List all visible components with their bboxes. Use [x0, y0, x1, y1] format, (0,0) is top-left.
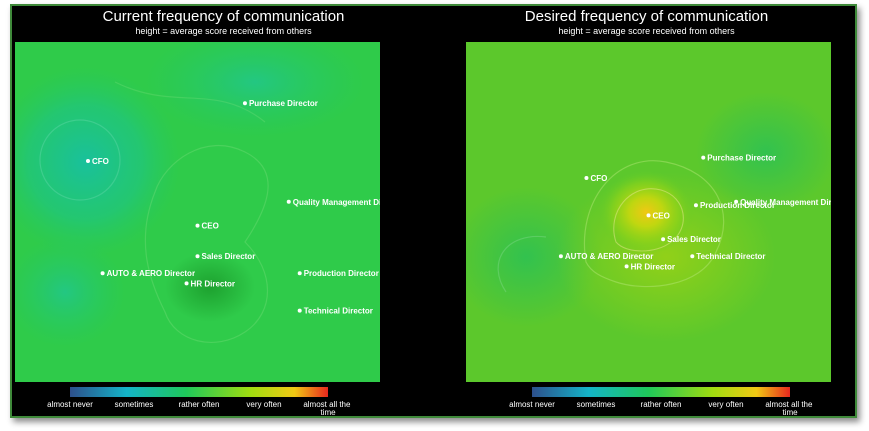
point-production-director — [693, 203, 698, 208]
point-quality-management-director — [734, 199, 739, 204]
point-purchase-director — [701, 155, 706, 160]
legend-color-bar — [532, 387, 790, 397]
point-label-technical-director: Technical Director — [304, 307, 373, 316]
heat-surface-svg: Purchase Director CFO Quality Management D… — [466, 42, 831, 382]
legend-label-almost-all-the-time: almost all the time — [765, 400, 814, 415]
chart-panel-desired: Desired frequency of communication heigh… — [435, 6, 858, 417]
chart-frame: Current frequency of communication heigh… — [10, 4, 857, 418]
point-ceo — [195, 223, 200, 228]
heat-surface: Purchase Director CFO Quality Management D… — [15, 42, 380, 382]
point-auto-aero-director — [100, 271, 105, 276]
color-legend: almost never sometimes rather often very… — [501, 385, 831, 417]
legend-label-sometimes: sometimes — [577, 400, 616, 409]
color-legend: almost never sometimes rather often very… — [32, 385, 362, 417]
legend-label-almost-never: almost never — [509, 400, 555, 409]
point-sales-director — [661, 237, 666, 242]
legend-label-almost-never: almost never — [47, 400, 93, 409]
point-ceo — [646, 213, 651, 218]
point-label-purchase-director: Purchase Director — [249, 99, 318, 108]
point-label-hr-director: HR Director — [631, 262, 675, 271]
point-cfo — [584, 176, 589, 180]
legend-label-very-often: very often — [708, 400, 743, 409]
point-label-quality-management-director: Quality Management Director — [740, 198, 831, 207]
legend-color-bar — [70, 387, 328, 397]
point-label-purchase-director: Purchase Director — [707, 154, 776, 163]
heat-surface-svg: Purchase Director CFO Quality Management D… — [15, 42, 380, 382]
point-technical-director — [297, 308, 302, 313]
point-marks: Purchase Director CFO Quality Management D… — [86, 99, 380, 316]
legend-label-very-often: very often — [246, 400, 281, 409]
point-label-ceo: CEO — [202, 222, 219, 231]
point-production-director — [297, 271, 302, 276]
point-hr-director — [184, 281, 189, 286]
point-cfo — [86, 159, 90, 163]
point-sales-director — [195, 254, 200, 259]
point-hr-director — [624, 264, 629, 269]
point-label-hr-director: HR Director — [191, 279, 235, 288]
legend-label-rather-often: rather often — [641, 400, 682, 409]
point-label-technical-director: Technical Director — [696, 252, 765, 261]
legend-label-rather-often: rather often — [179, 400, 220, 409]
point-label-production-director: Production Director — [700, 201, 775, 210]
point-label-quality-management-director: Quality Management Director — [293, 198, 380, 207]
chart-subtitle: height = average score received from oth… — [135, 26, 312, 36]
point-label-cfo: CFO — [590, 174, 607, 183]
point-quality-management-director — [286, 199, 291, 204]
legend-label-sometimes: sometimes — [115, 400, 154, 409]
point-label-ceo: CEO — [653, 211, 670, 220]
point-label-production-director: Production Director — [304, 269, 379, 278]
legend-label-almost-all-the-time: almost all the time — [303, 400, 352, 415]
point-label-cfo: CFO — [92, 157, 109, 166]
point-label-sales-director: Sales Director — [202, 252, 256, 261]
point-marks: Purchase Director CFO Quality Management D… — [558, 154, 831, 271]
chart-title: Desired frequency of communication — [524, 8, 769, 25]
point-label-sales-director: Sales Director — [667, 235, 721, 244]
chart-title: Current frequency of communication — [102, 8, 345, 25]
point-technical-director — [690, 254, 695, 259]
point-auto-aero-director — [558, 254, 563, 259]
point-label-auto-aero-director: AUTO & AERO Director — [565, 252, 653, 261]
heat-surface: Purchase Director CFO Quality Management D… — [466, 42, 831, 382]
point-label-auto-aero-director: AUTO & AERO Director — [107, 269, 195, 278]
point-purchase-director — [242, 101, 247, 106]
chart-panel-current: Current frequency of communication heigh… — [12, 6, 435, 417]
chart-subtitle: height = average score received from oth… — [558, 26, 735, 36]
